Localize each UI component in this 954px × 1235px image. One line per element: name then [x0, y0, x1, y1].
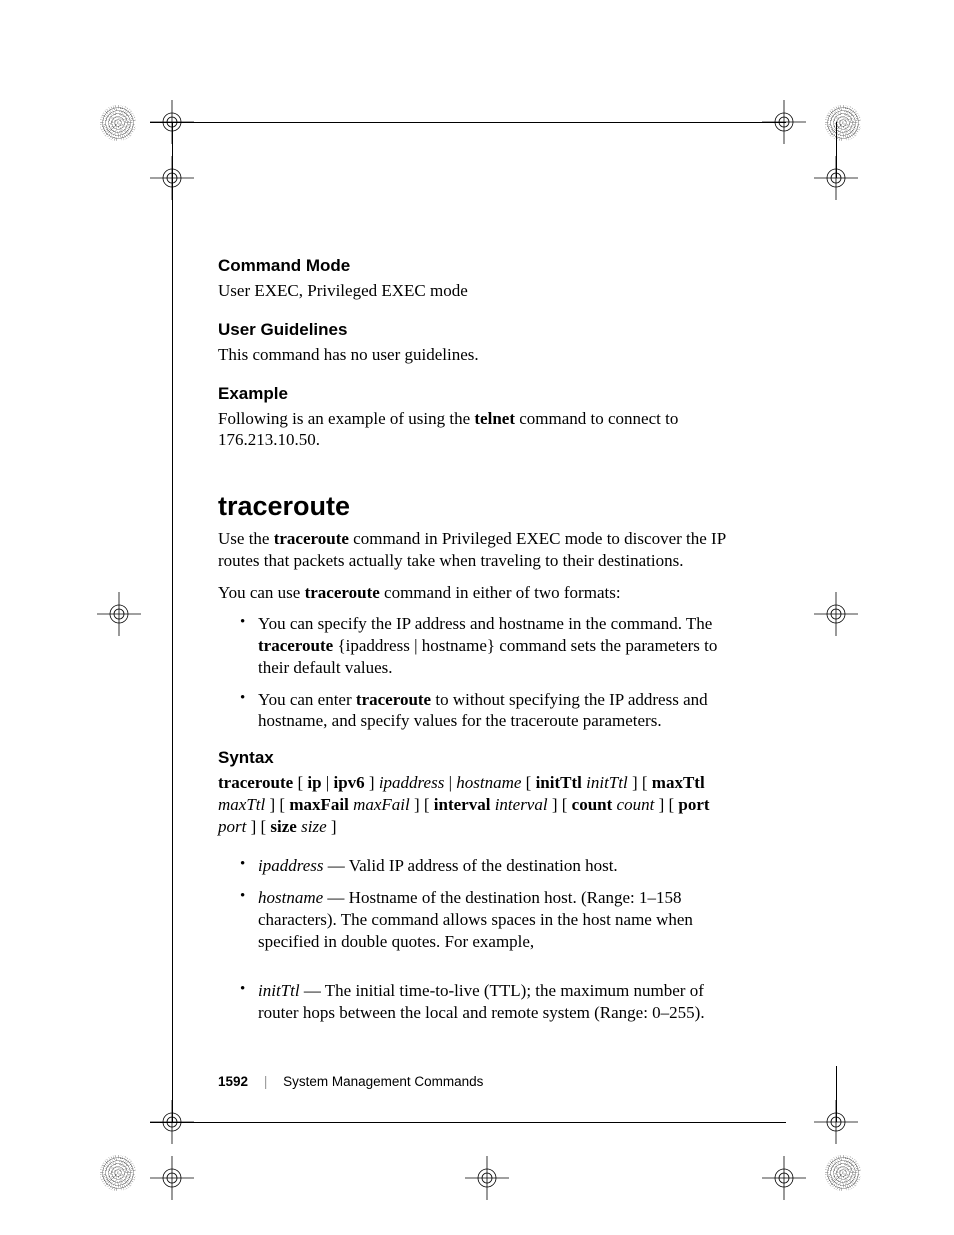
param-name: hostname [258, 888, 323, 907]
text-run: You can specify the IP address and hostn… [258, 614, 712, 633]
syntax-arg: ipaddress [379, 773, 445, 792]
rosette-icon [100, 1155, 136, 1191]
text-run: You can use [218, 583, 305, 602]
text-user-guidelines: This command has no user guidelines. [218, 344, 738, 366]
syntax-keyword: size [270, 817, 296, 836]
crosshair-icon [150, 156, 194, 200]
syntax-arg: maxFail [353, 795, 410, 814]
list-item: You can specify the IP address and hostn… [258, 613, 738, 678]
crop-line [150, 122, 786, 123]
page-number: 1592 [218, 1074, 248, 1089]
text-command-mode: User EXEC, Privileged EXEC mode [218, 280, 738, 302]
keyword-traceroute: traceroute [356, 690, 431, 709]
crosshair-icon [150, 1100, 194, 1144]
syntax-keyword: interval [434, 795, 491, 814]
text-example: Following is an example of using the tel… [218, 408, 738, 452]
list-item: hostname — Hostname of the destination h… [258, 887, 738, 952]
crosshair-icon [814, 156, 858, 200]
crosshair-icon [814, 592, 858, 636]
syntax-arg: hostname [456, 773, 521, 792]
param-name: initTtl [258, 981, 300, 1000]
crosshair-icon [762, 1156, 806, 1200]
footer-separator: | [264, 1074, 268, 1089]
syntax-keyword: ip [307, 773, 321, 792]
syntax-keyword: traceroute [218, 773, 293, 792]
text-run: Following is an example of using the [218, 409, 474, 428]
syntax-arg: size [301, 817, 327, 836]
crop-line [172, 122, 173, 1122]
page: Command Mode User EXEC, Privileged EXEC … [0, 0, 954, 1235]
syntax-arg: count [617, 795, 655, 814]
syntax-arg: interval [495, 795, 548, 814]
crosshair-icon [97, 592, 141, 636]
text-traceroute-formats: You can use traceroute command in either… [218, 582, 738, 604]
heading-example: Example [218, 384, 738, 404]
text-run: You can enter [258, 690, 356, 709]
heading-command-mode: Command Mode [218, 256, 738, 276]
syntax-keyword: maxTtl [652, 773, 705, 792]
text-traceroute-intro: Use the traceroute command in Privileged… [218, 528, 738, 572]
syntax-line: traceroute [ ip | ipv6 ] ipaddress | hos… [218, 772, 738, 837]
list-item: initTtl — The initial time-to-live (TTL)… [258, 980, 738, 1024]
list-syntax-params: ipaddress — Valid IP address of the dest… [218, 855, 738, 1024]
crosshair-icon [150, 100, 194, 144]
text-run: Use the [218, 529, 274, 548]
rosette-icon [825, 105, 861, 141]
param-desc: — Valid IP address of the destination ho… [324, 856, 618, 875]
heading-user-guidelines: User Guidelines [218, 320, 738, 340]
syntax-keyword: maxFail [289, 795, 349, 814]
keyword-traceroute: traceroute [258, 636, 333, 655]
crosshair-icon [814, 1100, 858, 1144]
rosette-icon [825, 1155, 861, 1191]
param-desc: — Hostname of the destination host. (Ran… [258, 888, 693, 951]
heading-traceroute: traceroute [218, 491, 738, 522]
syntax-keyword: count [572, 795, 613, 814]
crosshair-icon [150, 1156, 194, 1200]
page-footer: 1592 | System Management Commands [218, 1074, 483, 1089]
keyword-telnet: telnet [474, 409, 515, 428]
syntax-arg: initTtl [586, 773, 628, 792]
crosshair-icon [762, 100, 806, 144]
keyword-traceroute: traceroute [305, 583, 380, 602]
crop-line [150, 1122, 786, 1123]
syntax-arg: port [218, 817, 246, 836]
param-desc: — The initial time-to-live (TTL); the ma… [258, 981, 705, 1022]
list-item: You can enter traceroute to without spec… [258, 689, 738, 733]
crosshair-icon [465, 1156, 509, 1200]
rosette-icon [100, 105, 136, 141]
param-name: ipaddress [258, 856, 324, 875]
syntax-keyword: initTtl [536, 773, 582, 792]
content-column: Command Mode User EXEC, Privileged EXEC … [218, 256, 738, 1038]
syntax-keyword: port [678, 795, 709, 814]
heading-syntax: Syntax [218, 748, 738, 768]
syntax-keyword: ipv6 [333, 773, 364, 792]
text-run: command in either of two formats: [380, 583, 621, 602]
syntax-arg: maxTtl [218, 795, 265, 814]
list-traceroute-formats: You can specify the IP address and hostn… [218, 613, 738, 732]
footer-section: System Management Commands [283, 1074, 483, 1089]
list-item: ipaddress — Valid IP address of the dest… [258, 855, 738, 877]
keyword-traceroute: traceroute [274, 529, 349, 548]
